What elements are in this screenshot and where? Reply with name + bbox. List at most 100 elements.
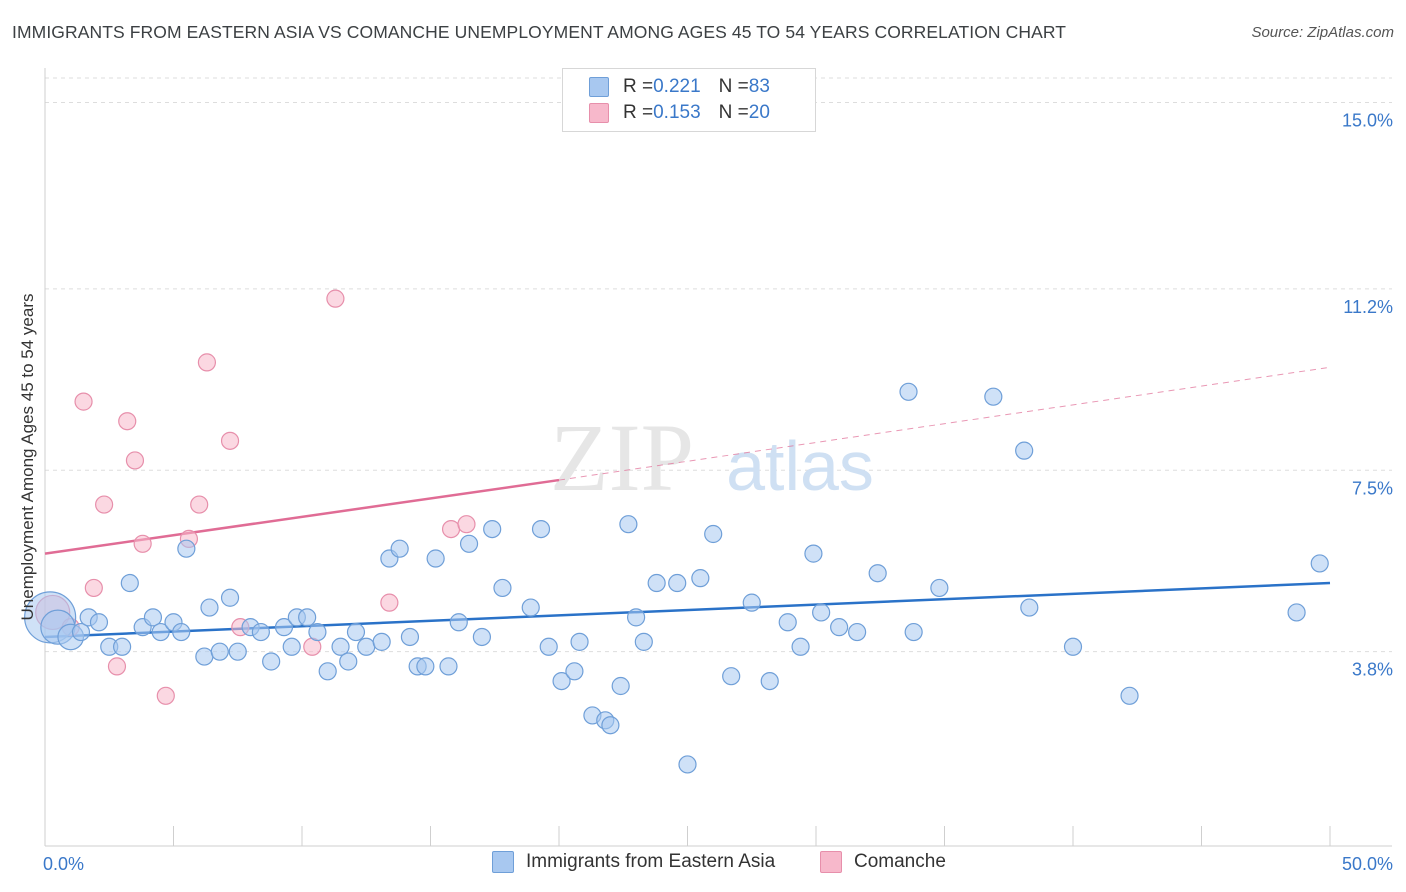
eastern-asia-point (1063, 637, 1083, 656)
eastern-asia-point (760, 671, 779, 691)
comanche-point (380, 593, 399, 612)
eastern-asia-point (200, 598, 219, 617)
eastern-asia-point (143, 608, 163, 627)
eastern-asia-point (1287, 603, 1306, 622)
eastern-asia-point (1020, 598, 1039, 617)
eastern-asia-point (472, 627, 491, 647)
eastern-asia-point (493, 578, 512, 598)
series-legend-eastern-asia[interactable]: Immigrants from Eastern Asia (492, 851, 775, 873)
x-tick-label: 50.0% (1342, 854, 1393, 874)
eastern-asia-point (668, 573, 687, 593)
eastern-asia-point (172, 622, 191, 642)
eastern-asia-point (390, 539, 409, 558)
eastern-asia-point (804, 544, 823, 563)
pink-swatch-icon (820, 851, 842, 873)
legend-r-value: 0.153 (653, 102, 701, 123)
eastern-asia-point (984, 387, 1003, 406)
comanche-point (133, 534, 152, 553)
eastern-asia-point (71, 622, 91, 642)
comanche-point (457, 515, 476, 534)
eastern-asia-point (1120, 686, 1139, 705)
eastern-asia-point (539, 637, 558, 656)
eastern-asia-points (24, 382, 1329, 774)
eastern-asia-point (331, 637, 350, 656)
eastern-asia-point (601, 716, 620, 735)
y-axis-label: Unemployment Among Ages 45 to 54 years (18, 293, 37, 621)
eastern-asia-point (619, 515, 638, 534)
eastern-asia-point (830, 618, 849, 637)
comanche-point (441, 519, 461, 539)
eastern-asia-point (357, 637, 376, 656)
eastern-asia-point (691, 569, 710, 588)
comanche-point (107, 657, 127, 676)
comanche-trend-line (44, 478, 560, 555)
eastern-asia-point (626, 608, 646, 627)
series-legend: Immigrants from Eastern Asia Comanche (0, 851, 1406, 879)
comanche-trend-extension (558, 366, 1331, 481)
y-tick-label: 15.0% (1342, 111, 1393, 131)
eastern-asia-point (112, 637, 132, 656)
eastern-asia-point (742, 593, 761, 612)
legend-n-value: 20 (748, 102, 770, 123)
eastern-asia-point (318, 662, 337, 681)
source-label: Source: ZipAtlas.com (1251, 24, 1394, 41)
legend-r-label: R = (623, 76, 654, 97)
chart-title: IMMIGRANTS FROM EASTERN ASIA VS COMANCHE… (12, 22, 1067, 42)
eastern-asia-point (416, 657, 435, 676)
eastern-asia-point (89, 613, 109, 632)
comanche-point (84, 578, 103, 598)
eastern-asia-point (778, 613, 797, 632)
legend-r-value: 0.221 (653, 76, 701, 97)
eastern-asia-point (346, 622, 366, 642)
comanche-point (125, 451, 145, 470)
gridlines (45, 77, 1392, 653)
axes (44, 68, 1392, 847)
eastern-asia-point (611, 676, 630, 696)
pink-swatch-icon (589, 103, 609, 123)
y-tick-label: 11.2% (1343, 297, 1393, 317)
series-legend-comanche[interactable]: Comanche (820, 851, 946, 873)
y-tick-label: 3.8% (1352, 660, 1393, 680)
comanche-point (326, 289, 345, 308)
series-legend-label: Comanche (854, 851, 946, 872)
eastern-asia-point (899, 382, 918, 401)
eastern-asia-point (848, 622, 867, 642)
eastern-asia-point (531, 519, 551, 539)
series-legend-label: Immigrants from Eastern Asia (526, 851, 776, 872)
eastern-asia-point (647, 573, 666, 593)
eastern-asia-point (722, 667, 741, 686)
tick-labels: 3.8% 7.5% 11.2% 15.0% 0.0% 50.0% (43, 111, 1393, 874)
eastern-asia-point (812, 603, 831, 622)
eastern-asia-point (308, 622, 327, 642)
legend-row-eastern-asia: R = 0.221 N = 83 (589, 75, 770, 99)
comanche-point (190, 495, 209, 514)
watermark-zip: ZIP (550, 404, 694, 511)
eastern-asia-point (483, 519, 502, 539)
eastern-asia-point (570, 632, 589, 651)
eastern-asia-point (678, 755, 697, 774)
eastern-asia-point (228, 642, 247, 661)
eastern-asia-point (459, 534, 479, 553)
eastern-asia-point (1310, 554, 1329, 573)
comanche-point (156, 686, 175, 705)
blue-swatch-icon (589, 77, 609, 97)
eastern-asia-point (439, 657, 458, 676)
comanche-point (220, 431, 240, 450)
watermark-atlas: atlas (726, 427, 874, 505)
eastern-asia-point (704, 524, 723, 544)
eastern-asia-point (282, 637, 301, 656)
blue-swatch-icon (492, 851, 514, 873)
eastern-asia-point (449, 613, 468, 632)
eastern-asia-point (1015, 441, 1034, 460)
eastern-asia-point (210, 642, 229, 661)
legend-row-comanche: R = 0.153 N = 20 (589, 101, 770, 125)
eastern-asia-point (339, 652, 358, 671)
eastern-asia-point (904, 622, 923, 642)
eastern-asia-point (220, 588, 240, 607)
x-tick-label: 0.0% (43, 854, 84, 874)
eastern-asia-point (151, 622, 170, 642)
y-tick-label: 7.5% (1352, 478, 1393, 498)
legend-n-label: N = (718, 102, 749, 123)
eastern-asia-point (195, 647, 214, 666)
